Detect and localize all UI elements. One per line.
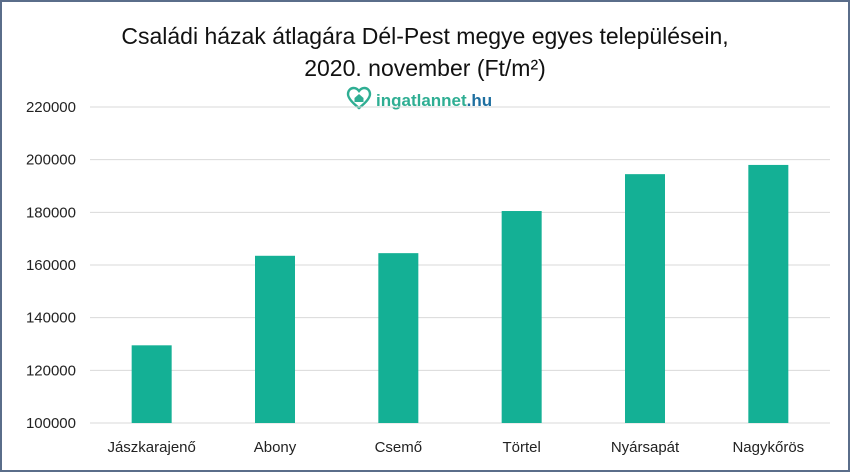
chart-title-line2: 2020. november (Ft/m²) <box>304 55 546 81</box>
house-heart-icon <box>346 86 372 115</box>
x-category-label: Jászkarajenő <box>107 439 195 456</box>
bar <box>748 164 789 423</box>
bars <box>131 164 789 423</box>
y-tick-label: 100000 <box>26 415 76 432</box>
chart-title-line1: Családi házak átlagára Dél-Pest megye eg… <box>121 23 729 49</box>
x-category-label: Nyársapát <box>611 439 680 456</box>
watermark-text: ingatlannet.hu <box>376 91 492 111</box>
bar <box>378 253 419 423</box>
bar <box>501 211 542 423</box>
bar <box>131 345 172 423</box>
chart-title: Családi házak átlagára Dél-Pest megye eg… <box>0 20 850 84</box>
gridlines <box>90 106 830 424</box>
y-tick-label: 140000 <box>26 310 76 327</box>
x-category-label: Abony <box>254 439 297 456</box>
x-category-label: Nagykőrös <box>732 439 804 456</box>
y-tick-label: 120000 <box>26 362 76 379</box>
y-tick-label: 200000 <box>26 152 76 169</box>
x-category-label: Törtel <box>502 439 540 456</box>
bar <box>255 255 295 423</box>
y-axis: 220000 200000 180000 160000 140000 120000 1000… <box>26 99 76 432</box>
watermark-tld: .hu <box>466 90 493 110</box>
x-category-label: Csemő <box>375 439 423 456</box>
y-tick-label: 180000 <box>26 204 76 221</box>
y-tick-label: 160000 <box>26 257 76 274</box>
bar <box>625 174 665 423</box>
watermark-brand: ingatlannet <box>376 90 467 110</box>
x-axis: Jászkarajenő Abony Csemő Törtel Nyársapát Nag… <box>107 439 804 456</box>
watermark-logo: ingatlannet.hu <box>346 86 492 115</box>
y-tick-label: 220000 <box>26 99 76 116</box>
